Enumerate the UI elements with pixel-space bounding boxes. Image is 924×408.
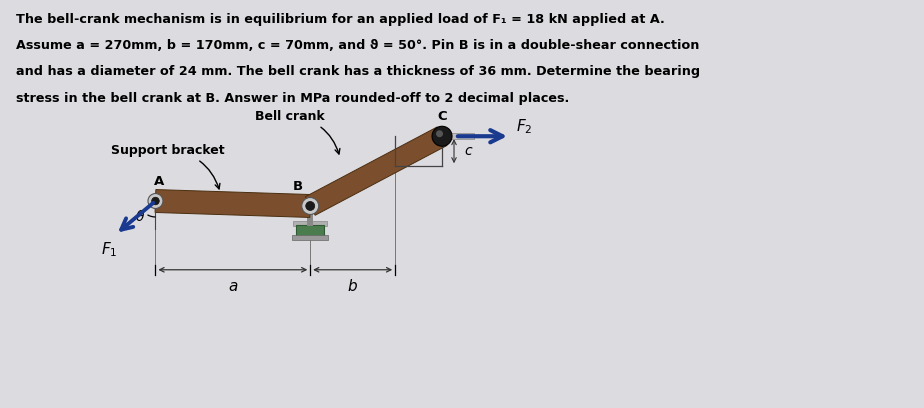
Text: c: c	[464, 144, 471, 158]
Text: a: a	[228, 279, 237, 294]
Text: $F_2$: $F_2$	[516, 117, 532, 135]
Bar	[297, 225, 324, 236]
Text: b: b	[347, 279, 358, 294]
Text: stress in the bell crank at B. Answer in MPa rounded-off to 2 decimal places.: stress in the bell crank at B. Answer in…	[16, 92, 569, 105]
Circle shape	[432, 126, 452, 146]
Text: The bell-crank mechanism is in equilibrium for an applied load of F₁ = 18 kN app: The bell-crank mechanism is in equilibri…	[16, 13, 664, 26]
Text: $F_1$: $F_1$	[102, 240, 118, 259]
Text: B: B	[293, 180, 303, 193]
Circle shape	[302, 197, 319, 215]
Polygon shape	[305, 127, 447, 215]
Circle shape	[148, 193, 163, 208]
Text: C: C	[437, 110, 447, 123]
Text: Support bracket: Support bracket	[111, 144, 225, 189]
Bar	[292, 235, 328, 240]
Circle shape	[436, 130, 443, 137]
Text: and has a diameter of 24 mm. The bell crank has a thickness of 36 mm. Determine : and has a diameter of 24 mm. The bell cr…	[16, 65, 699, 78]
Circle shape	[306, 202, 315, 211]
Text: A: A	[154, 175, 164, 188]
Bar	[293, 221, 327, 226]
Text: Assume a = 270mm, b = 170mm, c = 70mm, and ϑ = 50°. Pin B is in a double-shear c: Assume a = 270mm, b = 170mm, c = 70mm, a…	[16, 39, 699, 52]
Polygon shape	[155, 190, 310, 217]
Circle shape	[152, 197, 159, 205]
Bar	[442, 133, 474, 139]
Text: Bell crank: Bell crank	[255, 110, 340, 154]
Bar	[308, 205, 313, 226]
Text: $\theta$: $\theta$	[136, 209, 146, 224]
